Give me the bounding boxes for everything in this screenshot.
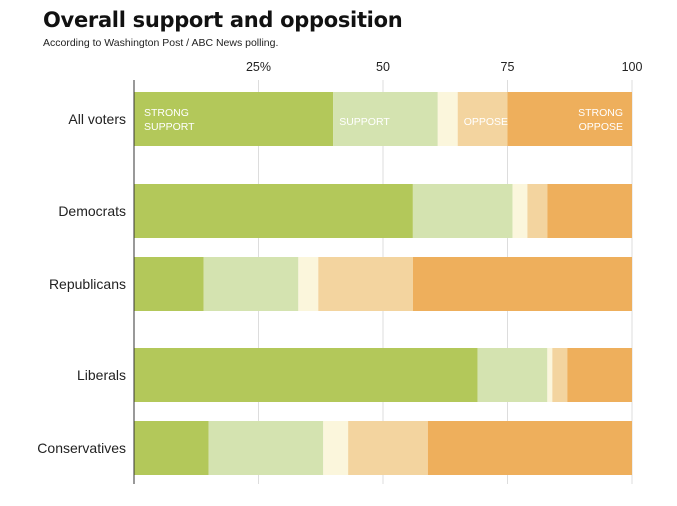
bar-all-voters-support bbox=[333, 92, 438, 146]
segment-labels: STRONG SUPPORT SUPPORT OPPOSE STRONG OPPOSE bbox=[144, 107, 623, 133]
bars bbox=[134, 92, 632, 475]
bar-all-voters-strong-oppose bbox=[507, 92, 632, 146]
bar-liberals-strong-support bbox=[134, 348, 478, 402]
bar-democrats-oppose bbox=[527, 184, 548, 238]
bar-all-voters-no-opinion bbox=[437, 92, 458, 146]
chart-subtitle: According to Washington Post / ABC News … bbox=[43, 37, 279, 49]
bar-republicans-strong-support bbox=[134, 257, 204, 311]
segment-label-strong-support: SUPPORT bbox=[144, 121, 195, 133]
bar-republicans-no-opinion bbox=[298, 257, 319, 311]
bar-conservatives-no-opinion bbox=[323, 421, 349, 475]
bar-democrats-no-opinion bbox=[512, 184, 528, 238]
category-label: Democrats bbox=[58, 203, 126, 219]
bar-conservatives-strong-oppose bbox=[427, 421, 632, 475]
segment-label-support: SUPPORT bbox=[339, 116, 390, 128]
bar-conservatives-oppose bbox=[348, 421, 428, 475]
bar-liberals-support bbox=[477, 348, 548, 402]
bar-conservatives-strong-support bbox=[134, 421, 209, 475]
bar-democrats-strong-support bbox=[134, 184, 413, 238]
bar-liberals-no-opinion bbox=[547, 348, 553, 402]
x-tick-label: 100 bbox=[622, 60, 643, 74]
bar-liberals-oppose bbox=[552, 348, 568, 402]
bar-democrats-support bbox=[412, 184, 513, 238]
bar-republicans-strong-oppose bbox=[412, 257, 632, 311]
bar-democrats-strong-oppose bbox=[547, 184, 632, 238]
chart-title: Overall support and opposition bbox=[43, 8, 403, 32]
x-axis-ticks: 25% 50 75 100 bbox=[246, 60, 642, 74]
category-label: Republicans bbox=[49, 276, 126, 292]
bar-republicans-support bbox=[203, 257, 299, 311]
bar-all-voters-strong-support bbox=[134, 92, 334, 146]
segment-label-strong-support: STRONG bbox=[144, 107, 189, 119]
bar-republicans-oppose bbox=[318, 257, 413, 311]
segment-label-strong-oppose: OPPOSE bbox=[579, 121, 623, 133]
category-label: Liberals bbox=[77, 367, 126, 383]
x-tick-label: 75 bbox=[501, 60, 515, 74]
category-labels: All voters Democrats Republicans Liberals Co… bbox=[37, 111, 126, 456]
bar-conservatives-support bbox=[208, 421, 324, 475]
x-tick-label: 25% bbox=[246, 60, 271, 74]
bar-all-voters-oppose bbox=[457, 92, 508, 146]
category-label: Conservatives bbox=[37, 440, 126, 456]
segment-label-oppose: OPPOSE bbox=[464, 116, 508, 128]
bar-liberals-strong-oppose bbox=[567, 348, 632, 402]
segment-label-strong-oppose: STRONG bbox=[578, 107, 623, 119]
category-label: All voters bbox=[68, 111, 126, 127]
x-tick-label: 50 bbox=[376, 60, 390, 74]
